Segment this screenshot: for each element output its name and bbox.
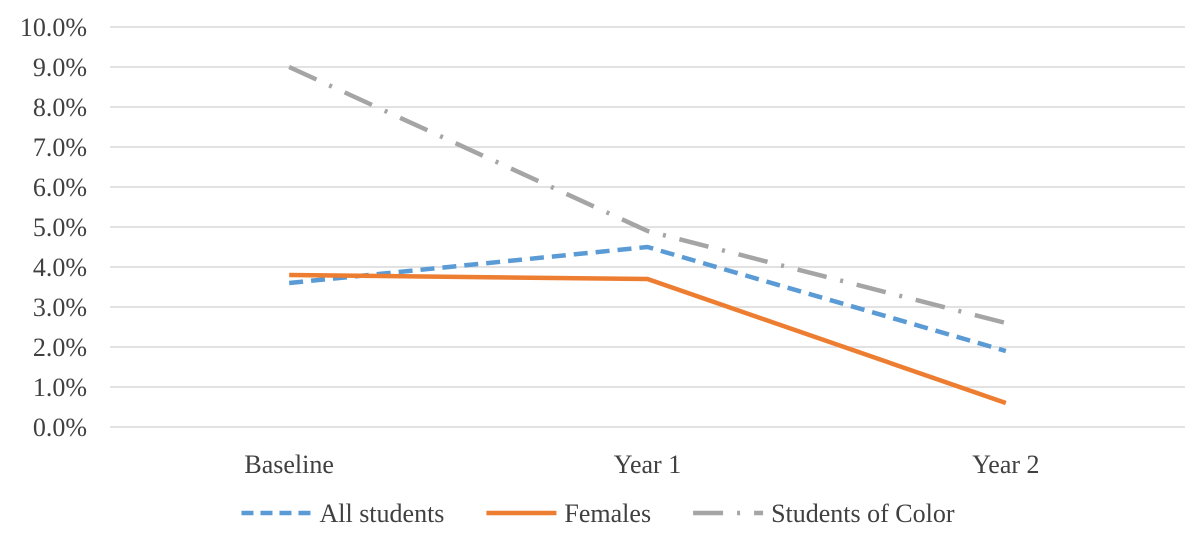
legend-item: All students <box>241 499 444 528</box>
y-tick-label: 1.0% <box>33 373 87 402</box>
legend-item: Students of Color <box>693 499 955 528</box>
y-tick-label: 3.0% <box>33 293 87 322</box>
legend-item: Females <box>486 499 651 528</box>
x-axis-categories: Baseline Year 1 Year 2 <box>244 450 1039 479</box>
legend: All students Females Students of Color <box>241 499 955 528</box>
series-line-1 <box>289 272 1007 406</box>
series-line-0 <box>288 244 1007 354</box>
y-tick-label: 6.0% <box>33 173 87 202</box>
x-category-label: Year 1 <box>614 450 681 479</box>
x-category-label: Baseline <box>244 450 334 479</box>
y-tick-label: 2.0% <box>33 333 87 362</box>
gridlines <box>110 26 1185 428</box>
y-tick-label: 10.0% <box>20 13 87 42</box>
y-tick-label: 7.0% <box>33 133 87 162</box>
y-tick-label: 8.0% <box>33 93 87 122</box>
legend-label: Students of Color <box>771 499 955 528</box>
y-axis-ticks: 0.0% 1.0% 2.0% 3.0% 4.0% 5.0% 6.0% 7.0% 8.0% 9.0%… <box>20 13 87 442</box>
x-category-label: Year 2 <box>972 450 1039 479</box>
legend-label: All students <box>319 499 444 528</box>
y-tick-label: 4.0% <box>33 253 87 282</box>
y-tick-label: 0.0% <box>33 413 87 442</box>
legend-label: Females <box>564 499 651 528</box>
y-tick-label: 9.0% <box>33 53 87 82</box>
y-tick-label: 5.0% <box>33 213 87 242</box>
series-lines <box>288 64 1007 406</box>
series-line-2 <box>288 64 1007 326</box>
